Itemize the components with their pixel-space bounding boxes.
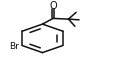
Text: Br: Br — [9, 42, 19, 51]
Text: O: O — [49, 1, 57, 11]
